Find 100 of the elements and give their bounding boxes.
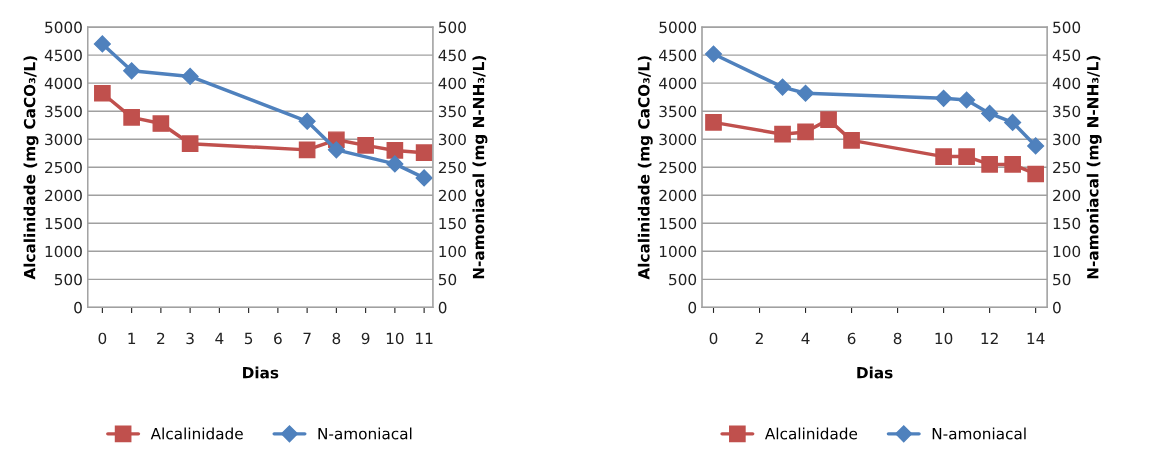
y-tick-label: 4000 bbox=[659, 77, 697, 90]
y-tick-label: 0 bbox=[688, 301, 697, 314]
y-tick-label: 4000 bbox=[44, 77, 82, 90]
point bbox=[797, 123, 814, 141]
x-tick-label: 5 bbox=[244, 332, 253, 345]
y-tick-label: 3000 bbox=[659, 133, 697, 146]
y2-tick-label: 300 bbox=[1053, 133, 1081, 146]
point bbox=[704, 45, 723, 63]
point bbox=[820, 111, 837, 128]
y-axis-title: Alcalinidade (mg CaCO₃/L) bbox=[23, 56, 39, 280]
x-tick-label: 2 bbox=[755, 332, 763, 344]
y2-tick-label: 0 bbox=[438, 301, 447, 314]
y-tick-label: 1000 bbox=[45, 245, 82, 258]
y2-tick-label: 100 bbox=[439, 245, 466, 258]
point bbox=[123, 62, 141, 80]
y2-tick-label: 300 bbox=[438, 133, 466, 146]
y-axis-title: Alcalinidade (mg CaCO₃/L) bbox=[637, 56, 653, 280]
point bbox=[386, 142, 404, 159]
y-tick-label: 5000 bbox=[659, 21, 697, 34]
y-tick-label: 4500 bbox=[659, 49, 697, 62]
y-tick-label: 5000 bbox=[45, 21, 82, 34]
y-tick-label: 500 bbox=[54, 273, 82, 286]
point bbox=[1004, 156, 1021, 173]
legend-label: N-amoniacal bbox=[932, 427, 1026, 440]
y-tick-label: 3000 bbox=[45, 133, 82, 146]
point bbox=[357, 137, 374, 154]
y2-tick-label: 200 bbox=[1053, 189, 1081, 202]
point bbox=[958, 91, 976, 109]
y2-tick-label: 400 bbox=[1052, 77, 1081, 90]
y2-tick-label: 250 bbox=[1053, 161, 1081, 174]
point bbox=[935, 89, 953, 107]
point bbox=[181, 135, 199, 153]
y-tick-label: 3500 bbox=[45, 105, 82, 118]
x-tick-label: 14 bbox=[1027, 332, 1045, 344]
point bbox=[415, 144, 433, 162]
x-tick-label: 7 bbox=[303, 332, 311, 344]
point bbox=[415, 169, 433, 187]
y-tick-label: 1500 bbox=[659, 217, 697, 230]
y2-tick-label: 50 bbox=[438, 273, 457, 286]
point bbox=[981, 156, 998, 173]
y-tick-label: 0 bbox=[74, 301, 82, 314]
y2-tick-label: 50 bbox=[1053, 273, 1071, 286]
y2-tick-label: 150 bbox=[1053, 217, 1081, 230]
point bbox=[298, 112, 316, 130]
x-tick-label: 2 bbox=[157, 332, 165, 344]
x-tick-label: 4 bbox=[801, 332, 810, 344]
y-tick-label: 500 bbox=[669, 273, 697, 286]
y2-tick-label: 150 bbox=[439, 217, 466, 230]
y2-tick-label: 400 bbox=[438, 77, 466, 90]
point bbox=[181, 67, 199, 85]
point bbox=[386, 155, 404, 173]
y2-axis-title: N-amoniacal (mg N-NH₃/L) bbox=[1086, 56, 1102, 279]
y2-tick-label: 450 bbox=[438, 49, 466, 62]
x-tick-label: 0 bbox=[709, 332, 718, 345]
y2-tick-label: 500 bbox=[1053, 21, 1081, 34]
x-tick-label: 6 bbox=[847, 332, 856, 345]
x-tick-label: 9 bbox=[361, 332, 370, 345]
point bbox=[981, 104, 999, 122]
point bbox=[1027, 137, 1045, 155]
x-axis-title: Dias bbox=[857, 366, 893, 379]
legend-label: Alcalinidade bbox=[764, 427, 858, 440]
y2-tick-label: 450 bbox=[1052, 49, 1081, 62]
legend-label: N-amoniacal bbox=[318, 427, 412, 440]
point bbox=[773, 78, 792, 96]
y-tick-label: 3500 bbox=[659, 105, 697, 118]
y2-tick-label: 100 bbox=[1053, 245, 1081, 258]
y-tick-label: 4500 bbox=[44, 49, 82, 62]
y-tick-label: 2000 bbox=[659, 189, 697, 202]
y-tick-label: 2500 bbox=[45, 161, 82, 174]
x-tick-label: 0 bbox=[98, 332, 107, 345]
y-tick-label: 2500 bbox=[659, 161, 697, 174]
point bbox=[152, 115, 170, 132]
point bbox=[705, 114, 722, 131]
point bbox=[93, 35, 111, 53]
y-tick-label: 1500 bbox=[45, 217, 82, 230]
point bbox=[935, 148, 952, 165]
y2-tick-label: 500 bbox=[438, 21, 466, 34]
point bbox=[1004, 113, 1022, 131]
point bbox=[298, 141, 316, 159]
legend-label: Alcalinidade bbox=[150, 427, 243, 440]
y2-tick-label: 250 bbox=[438, 161, 466, 174]
x-tick-label: 1 bbox=[128, 332, 136, 344]
x-tick-label: 8 bbox=[893, 332, 902, 345]
point bbox=[123, 109, 140, 126]
point bbox=[843, 132, 860, 149]
x-tick-label: 10 bbox=[935, 332, 953, 345]
x-tick-label: 12 bbox=[981, 332, 998, 344]
y2-tick-label: 350 bbox=[438, 105, 466, 118]
y2-tick-label: 0 bbox=[1053, 301, 1061, 314]
x-tick-label: 10 bbox=[386, 332, 404, 345]
x-axis-title: Dias bbox=[243, 366, 279, 379]
point bbox=[958, 148, 975, 165]
y2-tick-label: 350 bbox=[1053, 105, 1081, 118]
x-tick-label: 6 bbox=[274, 332, 282, 345]
x-tick-label: 3 bbox=[186, 332, 194, 345]
point bbox=[796, 84, 815, 102]
x-tick-label: 11 bbox=[416, 332, 433, 344]
x-tick-label: 4 bbox=[215, 332, 224, 344]
point bbox=[1027, 165, 1044, 183]
y2-tick-label: 200 bbox=[438, 189, 466, 202]
